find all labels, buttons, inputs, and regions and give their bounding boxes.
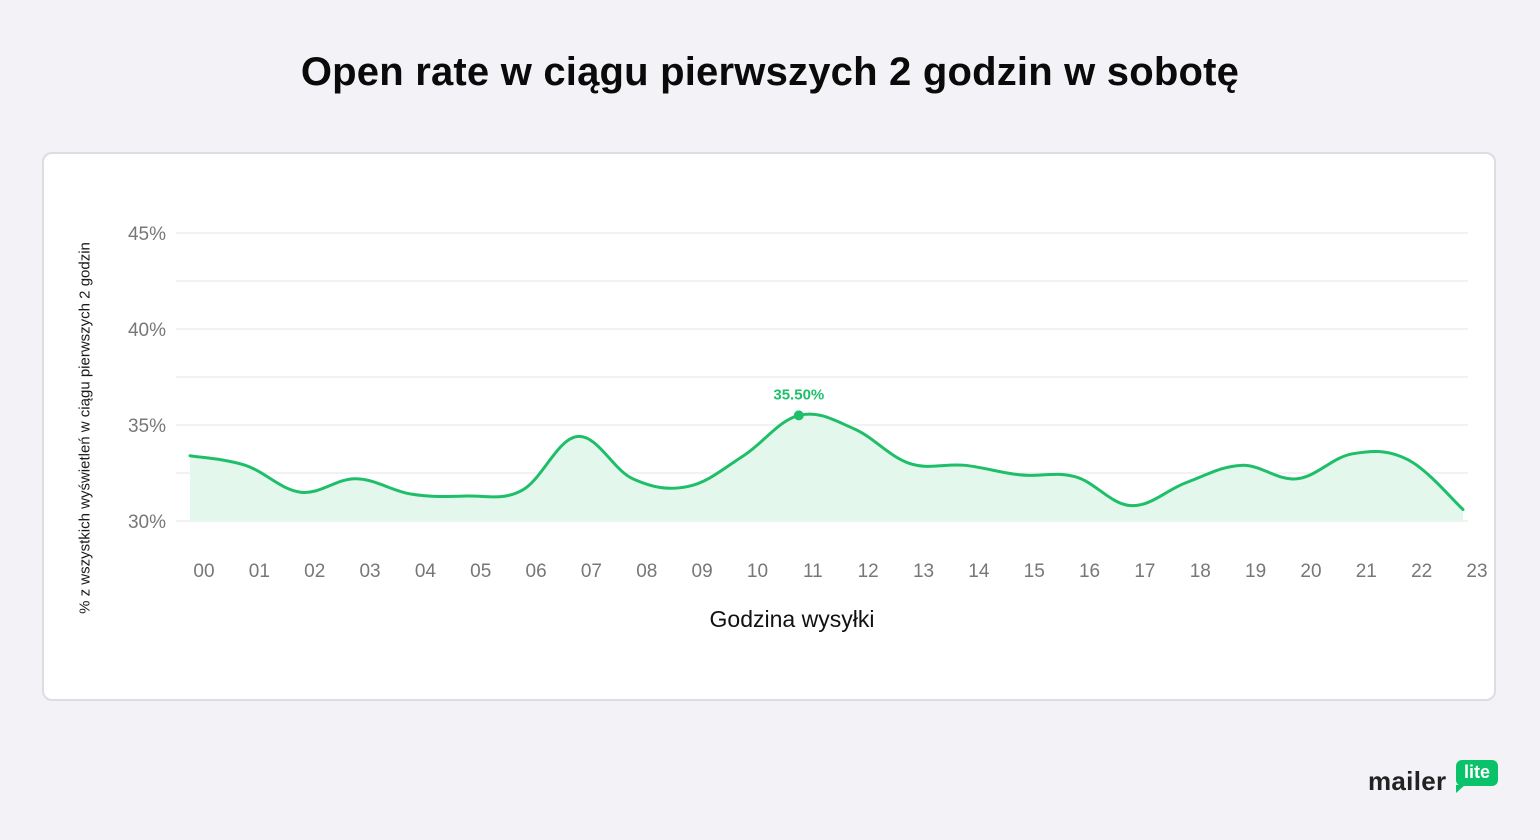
x-tick-label: 00 — [193, 561, 214, 582]
x-tick-label: 06 — [526, 561, 547, 582]
line-layer — [188, 412, 1465, 511]
x-tick-label: 09 — [692, 561, 713, 582]
x-tick-label: 18 — [1190, 561, 1211, 582]
x-tick-label: 01 — [249, 561, 270, 582]
x-tick-layer: 00 01 02 03 04 05 06 07 08 09 10 11 12 13 14 15 16 17 18 19… — [193, 561, 1487, 582]
x-tick-label: 21 — [1356, 561, 1377, 582]
annotation-layer: 35.50% — [773, 386, 824, 421]
y-axis-label: % z wszystkich wyświetleń w ciągu pierws… — [76, 242, 94, 614]
y-tick-layer: 30% 35% 40% 45% — [128, 224, 166, 533]
x-tick-label: 23 — [1466, 561, 1487, 582]
x-tick-label: 19 — [1245, 561, 1266, 582]
x-tick-label: 16 — [1079, 561, 1100, 582]
annotation-label: 35.50% — [773, 386, 824, 403]
x-tick-label: 05 — [470, 561, 491, 582]
x-tick-label: 15 — [1024, 561, 1045, 582]
x-tick-label: 22 — [1411, 561, 1432, 582]
x-tick-label: 14 — [968, 561, 990, 582]
annotation-marker — [793, 410, 804, 421]
x-tick-label: 10 — [747, 561, 768, 582]
y-tick-label: 45% — [128, 224, 166, 245]
logo-text: mailer — [1368, 766, 1447, 796]
x-tick-label: 20 — [1300, 561, 1321, 582]
x-tick-label: 04 — [415, 561, 437, 582]
x-tick-label: 02 — [304, 561, 325, 582]
x-tick-label: 07 — [581, 561, 602, 582]
series-line — [188, 412, 1465, 511]
x-tick-label: 13 — [913, 561, 934, 582]
logo-badge: lite — [1456, 760, 1498, 793]
x-tick-label: 12 — [858, 561, 879, 582]
x-tick-label: 08 — [636, 561, 657, 582]
mailerlite-logo: mailer lite — [1368, 760, 1500, 800]
chart-card — [42, 152, 1496, 701]
area-layer — [190, 414, 1463, 521]
x-tick-label: 11 — [803, 561, 823, 582]
y-tick-label: 30% — [128, 512, 166, 533]
x-tick-label: 03 — [359, 561, 380, 582]
x-tick-label: 17 — [1134, 561, 1155, 582]
x-axis-label: Godzina wysyłki — [709, 606, 875, 632]
y-tick-label: 40% — [128, 320, 166, 341]
logo-badge-text: lite — [1463, 762, 1490, 782]
chart-title: Open rate w ciągu pierwszych 2 godzin w … — [300, 50, 1240, 94]
series-area — [190, 414, 1463, 521]
y-tick-label: 35% — [128, 416, 166, 437]
